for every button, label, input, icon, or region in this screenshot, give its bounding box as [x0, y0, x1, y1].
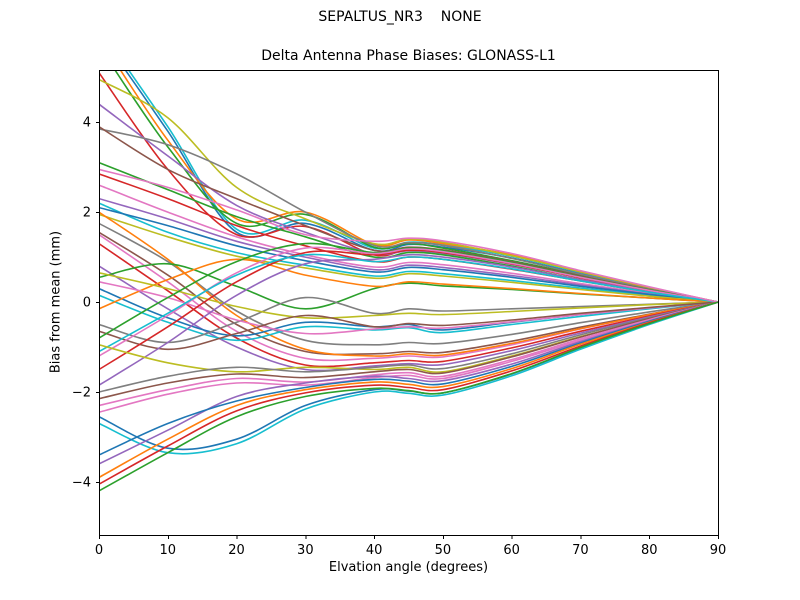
y-tick-label: −2 [72, 385, 91, 400]
series-line-38[interactable] [99, 301, 718, 400]
plot-border [99, 70, 719, 536]
series-line-40[interactable] [99, 301, 718, 413]
series-line-39[interactable] [99, 301, 718, 407]
series-line-31[interactable] [99, 253, 718, 386]
series-line-16[interactable] [99, 213, 718, 303]
chart-title: Delta Antenna Phase Biases: GLONASS-L1 [261, 48, 556, 64]
x-tick-label: 10 [160, 543, 177, 558]
series-line-25[interactable] [99, 294, 718, 342]
x-tick-label: 80 [641, 543, 658, 558]
series-line-28[interactable] [99, 281, 718, 335]
series-line-42[interactable] [99, 301, 718, 455]
series-line-30[interactable] [99, 301, 718, 351]
series-line-35[interactable] [99, 253, 718, 353]
x-tick-label: 70 [572, 543, 589, 558]
x-tick-label: 40 [366, 543, 383, 558]
series-line-29[interactable] [99, 272, 718, 320]
series-line-15[interactable] [99, 206, 718, 303]
series-line-27[interactable] [99, 296, 718, 344]
y-axis-label: Bias from mean (mm) [48, 230, 64, 374]
series-line-44[interactable] [99, 301, 718, 456]
x-tick-label: 60 [503, 543, 520, 558]
series-line-37[interactable] [99, 301, 718, 393]
series-line-45[interactable] [99, 301, 718, 479]
y-tick-label: 0 [83, 296, 91, 311]
y-tick-label: 2 [83, 206, 91, 221]
series-line-20[interactable] [99, 211, 718, 357]
series-line-19[interactable] [99, 233, 718, 362]
series-line-02[interactable] [99, 28, 718, 303]
x-tick-label: 50 [435, 543, 452, 558]
series-line-47[interactable] [99, 168, 718, 303]
x-tick-label: 0 [95, 543, 103, 558]
x-tick-label: 90 [710, 543, 727, 558]
series-group [99, 28, 718, 492]
y-tick-label: 4 [83, 116, 91, 131]
series-line-13[interactable] [99, 197, 718, 303]
x-tick-label: 20 [228, 543, 245, 558]
x-axis-label: Elvation angle (degrees) [328, 560, 489, 575]
series-line-26[interactable] [99, 258, 718, 310]
series-line-22[interactable] [99, 265, 718, 372]
series-line-17[interactable] [99, 222, 718, 346]
x-tick-label: 30 [297, 543, 314, 558]
series-line-14[interactable] [99, 202, 718, 303]
series-line-34[interactable] [99, 246, 718, 357]
y-tick-label: −4 [72, 475, 91, 490]
series-line-46[interactable] [99, 301, 718, 485]
series-line-08[interactable] [99, 128, 718, 303]
series-line-48[interactable] [99, 301, 718, 492]
figure-suptitle: SEPALTUS_NR3 NONE [318, 9, 482, 25]
series-line-12[interactable] [99, 184, 718, 303]
series-line-43[interactable] [99, 301, 718, 465]
series-line-07[interactable] [99, 103, 718, 303]
